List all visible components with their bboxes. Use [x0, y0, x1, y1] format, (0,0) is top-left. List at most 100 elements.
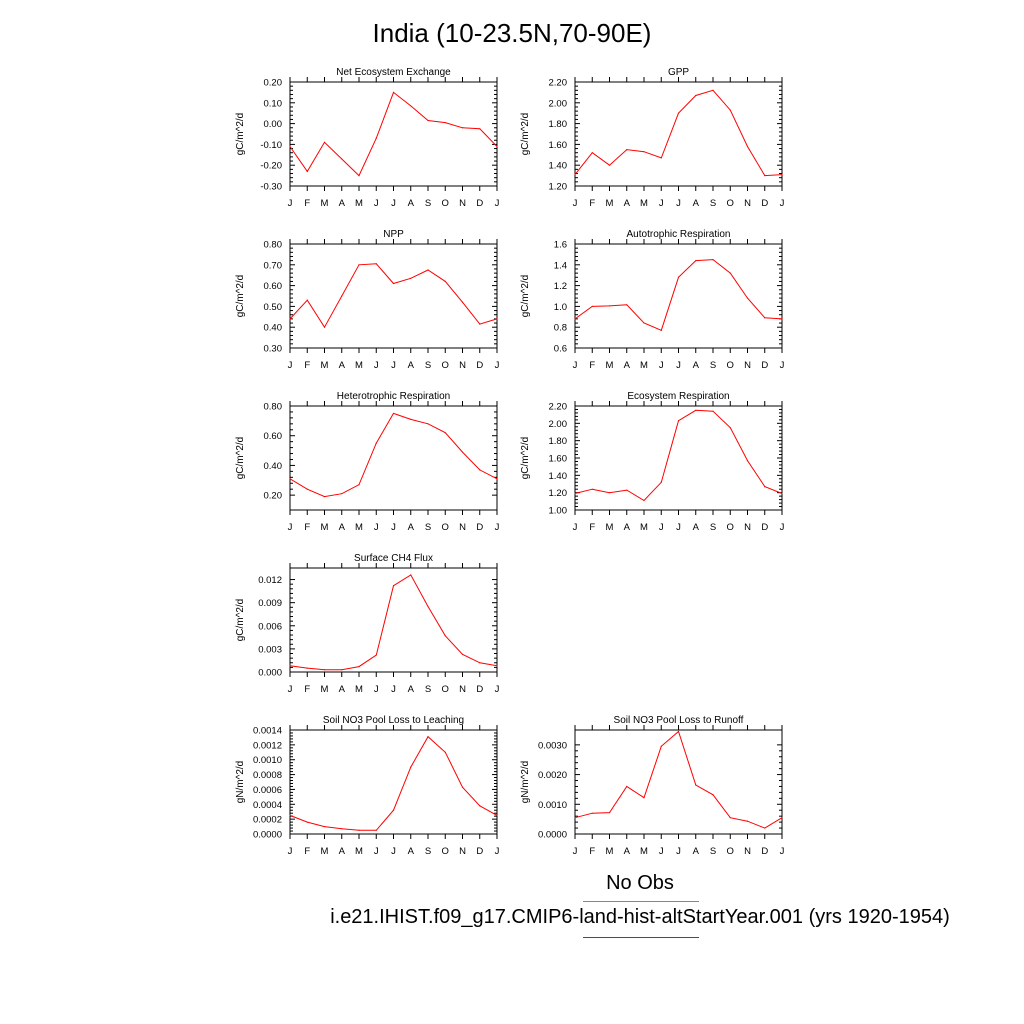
data-point [496, 478, 498, 480]
x-tick-label: D [476, 684, 483, 695]
data-point [496, 145, 498, 148]
y-axis-label: gC/m^2/d [235, 437, 246, 480]
data-point [410, 105, 412, 107]
x-tick-label: S [710, 198, 716, 209]
data-point [729, 817, 731, 819]
y-tick-label: 0.009 [258, 598, 282, 609]
data-point [781, 173, 783, 176]
data-point [323, 496, 326, 498]
x-tick-label: J [288, 846, 293, 857]
data-point [677, 112, 680, 114]
data-point [695, 260, 697, 262]
data-point [392, 412, 395, 415]
y-axis-label: gN/m^2/d [520, 761, 531, 804]
x-tick-label: J [374, 684, 379, 695]
data-point [375, 442, 377, 444]
x-tick-label: A [693, 198, 700, 209]
data-point [729, 272, 731, 274]
data-point [764, 317, 766, 319]
x-tick-label: J [676, 198, 681, 209]
x-tick-label: J [676, 846, 681, 857]
data-point [427, 119, 429, 122]
x-tick-label: J [374, 846, 379, 857]
x-tick-label: A [693, 522, 700, 533]
y-tick-label: 0.0020 [538, 770, 567, 781]
data-point [712, 794, 714, 796]
y-tick-label: 0.0000 [538, 830, 567, 841]
x-tick-label: J [573, 846, 578, 857]
data-point [306, 170, 308, 173]
panel-title: Heterotrophic Respiration [337, 391, 450, 402]
x-tick-label: M [321, 846, 329, 857]
data-point [427, 269, 429, 271]
data-point [746, 297, 749, 299]
x-tick-label: M [355, 684, 363, 695]
data-point [626, 785, 628, 788]
x-tick-label: J [659, 198, 664, 209]
plot-frame [574, 243, 783, 349]
x-tick-label: M [355, 198, 363, 209]
x-tick-label: M [321, 360, 329, 371]
y-tick-label: 0.8 [554, 323, 567, 334]
legend-model-label: i.e21.IHIST.f09_g17.CMIP6-land-hist-altS… [330, 906, 950, 928]
x-tick-label: N [459, 360, 466, 371]
x-tick-label: N [459, 522, 466, 533]
data-point [392, 585, 395, 587]
data-point [643, 499, 645, 502]
x-tick-label: J [495, 360, 500, 371]
data-point [323, 141, 326, 143]
chart-panel-4: Heterotrophic Respiration gC/m^2/d 0.80 0.6… [235, 391, 500, 533]
x-tick-label: D [476, 846, 483, 857]
legend-obs-label: No Obs [606, 872, 674, 894]
y-tick-label: -0.20 [260, 161, 282, 172]
y-tick-label: 0.6 [554, 344, 567, 355]
y-tick-label: 1.2 [554, 281, 567, 292]
data-point [461, 653, 464, 655]
x-tick-label: F [589, 846, 595, 857]
y-tick-label: 0.20 [264, 491, 283, 502]
y-tick-label: 1.00 [549, 506, 568, 517]
plot-frame [574, 729, 783, 835]
y-tick-label: 2.20 [549, 78, 568, 89]
x-tick-label: M [321, 684, 329, 695]
data-point [496, 318, 498, 320]
data-point [427, 736, 429, 738]
y-tick-label: 1.80 [549, 436, 568, 447]
x-tick-label: A [339, 360, 346, 371]
x-tick-label: F [304, 684, 310, 695]
data-point [323, 326, 326, 328]
x-tick-label: J [288, 360, 293, 371]
y-tick-label: 0.80 [264, 402, 283, 413]
x-tick-label: J [676, 360, 681, 371]
data-point [496, 665, 498, 667]
y-tick-label: 0.00 [264, 119, 283, 130]
y-tick-label: 0.0010 [253, 755, 282, 766]
x-tick-label: A [408, 846, 415, 857]
x-tick-label: A [693, 360, 700, 371]
x-tick-label: M [640, 198, 648, 209]
series-line [289, 735, 498, 831]
x-tick-label: J [780, 198, 785, 209]
data-point [341, 493, 343, 495]
data-point [712, 89, 714, 91]
x-tick-label: F [304, 198, 310, 209]
data-point [677, 730, 680, 733]
series-line [289, 412, 498, 498]
y-tick-label: 0.30 [264, 344, 283, 355]
x-tick-label: M [321, 522, 329, 533]
data-point [479, 128, 481, 130]
data-point [746, 820, 749, 822]
y-axis-label: gC/m^2/d [520, 437, 531, 480]
data-point [358, 484, 360, 486]
data-point [341, 158, 343, 160]
data-point [626, 149, 628, 151]
data-point [358, 829, 360, 831]
x-tick-label: S [425, 846, 431, 857]
x-tick-label: J [495, 522, 500, 533]
data-point [591, 812, 593, 814]
y-tick-label: 0.40 [264, 461, 283, 472]
x-tick-label: S [710, 846, 716, 857]
x-tick-label: J [780, 846, 785, 857]
y-axis-label: gC/m^2/d [520, 275, 531, 318]
x-tick-label: J [391, 198, 396, 209]
